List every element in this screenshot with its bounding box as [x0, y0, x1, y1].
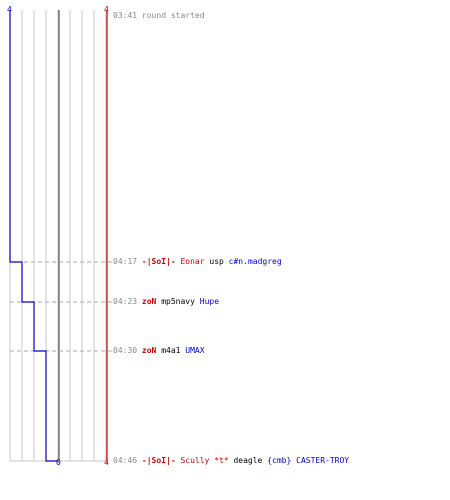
- killer-clan-tag: -|SoI|-: [141, 257, 176, 266]
- event-kill: 04:17 -|SoI|- Eonar usp c#n.madgreg: [113, 257, 282, 267]
- event-kill: 04:23 zoN mp5navy Hupe: [113, 297, 219, 307]
- killer-clan-tag: zoN: [141, 346, 157, 355]
- killer-name: Scully *t*: [180, 456, 229, 465]
- event-text: round started: [141, 11, 205, 20]
- killer-clan-tag: zoN: [141, 297, 157, 306]
- score-top-left: 4: [7, 5, 12, 14]
- victim-name: UMAX: [185, 346, 205, 355]
- weapon-name: mp5navy: [161, 297, 195, 306]
- weapon-name: deagle: [233, 456, 263, 465]
- score-bottom-right: 4: [104, 458, 109, 467]
- victim-clan-tag: c#n.: [228, 257, 248, 266]
- victim-name: CASTER-TROY: [296, 456, 350, 465]
- victim-name: Hupe: [199, 297, 220, 306]
- event-time: 03:41: [113, 11, 138, 20]
- weapon-name: usp: [209, 257, 224, 266]
- event-time: 04:46: [113, 456, 138, 465]
- score-bottom-middle: 0: [56, 458, 61, 467]
- weapon-name: m4a1: [161, 346, 181, 355]
- event-time: 04:30: [113, 346, 138, 355]
- event-time: 04:17: [113, 257, 138, 266]
- timeline-grid: [9, 10, 108, 463]
- killer-name: Eonar: [180, 257, 205, 266]
- event-guide-lines: [10, 261, 112, 352]
- killer-clan-tag: -|SoI|-: [141, 456, 176, 465]
- event-kill: 04:46 -|SoI|- Scully *t* deagle {cmb} CA…: [113, 456, 349, 466]
- event-kill: 04:30 zoN m4a1 UMAX: [113, 346, 205, 356]
- victim-clan-tag: {cmb}: [267, 456, 292, 465]
- victim-name: madgreg: [247, 257, 282, 266]
- score-top-right: 4: [104, 5, 109, 14]
- team-a-alive-line: [9, 10, 58, 462]
- event-round-start: 03:41 round started: [113, 11, 205, 21]
- event-time: 04:23: [113, 297, 138, 306]
